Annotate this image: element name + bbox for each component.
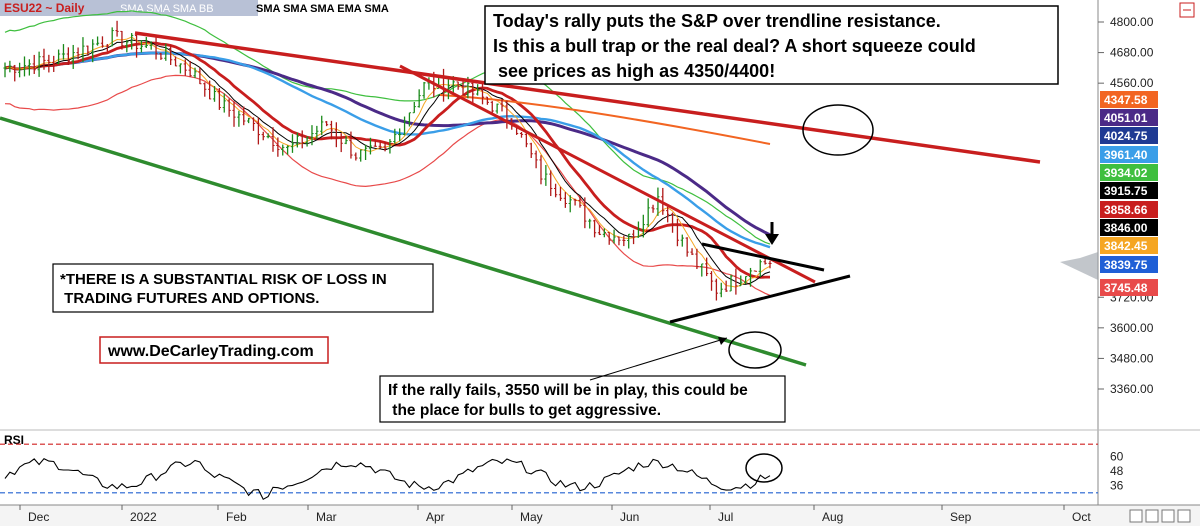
price-badge [1100,201,1158,218]
down-arrow-head [765,234,779,245]
bollinger-lower [4,74,771,296]
x-tick-label: Jun [620,510,639,524]
x-tick-label: 2022 [130,510,157,524]
trendlines [0,31,1041,367]
y-tick-label: 3360.00 [1110,382,1154,396]
price-badge [1100,146,1158,163]
x-tick-label: Oct [1072,510,1091,524]
price-badge-label: 3745.48 [1104,281,1148,295]
price-badge-label: 3915.75 [1104,184,1148,198]
top-annotation-line2: Is this a bull trap or the real deal? A … [493,36,976,56]
rsi-tick-label: 60 [1110,449,1124,463]
moving-averages [4,36,771,288]
settings-icon[interactable] [1177,509,1191,523]
header-strip [0,0,258,16]
symbol-label: ESU22 ~ Daily [4,1,85,15]
rsi-line [4,458,771,501]
price-badge [1100,127,1158,144]
bollinger-upper [4,10,771,245]
risk-annotation-line1: *THERE IS A SUBSTANTIAL RISK OF LOSS IN [60,271,387,288]
price-badge [1100,91,1158,108]
top-annotation-line1: Today's rally puts the S&P over trendlin… [493,11,941,31]
sma-yellow [4,36,771,288]
risk-annotation-box [52,263,434,313]
website-annotation: www.DeCarleyTrading.com [99,336,329,364]
y-tick-label: 4680.00 [1110,46,1154,60]
support-arrow-head [718,337,727,345]
triangle-upper [701,242,825,272]
y-tick-label: 4800.00 [1110,15,1154,29]
support-arrow [589,337,728,381]
zoom-in-icon[interactable] [1145,509,1159,523]
x-tick-label: Mar [316,510,337,524]
upper-trendline [134,31,1041,164]
indicator-label-b: SMA SMA SMA EMA SMA [256,3,389,15]
price-badge-label: 3858.66 [1104,203,1148,217]
rsi-tick-label: 36 [1110,479,1124,493]
x-tick-label: Sep [950,510,972,524]
target-circle [802,104,874,156]
top-annotation-line3: see prices as high as 4350/4400! [493,61,775,81]
y-tick-label: 4560.00 [1110,76,1154,90]
x-tick-label: Dec [28,510,49,524]
sma-blue [4,51,771,249]
price-badge-label: 4024.75 [1104,129,1148,143]
x-tick-label: May [520,510,543,524]
x-ticks: Dec 2022 Feb Mar Apr May Jun Jul Aug Sep Oct [19,505,1091,524]
price-badge-label: 4051.01 [1104,111,1148,125]
price-badge [1100,182,1158,199]
x-tick-label: Apr [426,510,445,524]
price-badges: 4347.58 4051.01 4024.75 3961.40 3934.02 3915.… [1100,91,1158,296]
price-badge [1100,109,1158,126]
price-badge [1100,279,1158,296]
rsi-label: RSI [4,433,24,447]
y-tick-label: 3480.00 [1110,351,1154,365]
website-text: www.DeCarleyTrading.com [107,343,314,360]
rsi-tick-label: 48 [1110,464,1124,478]
top-annotation: Today's rally puts the S&P over trendlin… [484,5,1059,85]
price-badge-label: 3961.40 [1104,148,1148,162]
price-badge [1100,164,1158,181]
x-tick-label: Aug [822,510,843,524]
price-badge-label: 3842.45 [1104,239,1148,253]
zoom-out-icon[interactable] [1129,509,1143,523]
steep-trendline [399,64,816,284]
ema-red [4,41,770,279]
bottom-annotation: If the rally fails, 3550 will be in play… [379,375,786,423]
risk-annotation-line2: TRADING FUTURES AND OPTIONS. [60,290,319,307]
bollinger-bands [4,10,771,296]
risk-annotation: *THERE IS A SUBSTANTIAL RISK OF LOSS IN … [52,263,434,313]
price-badge [1100,219,1158,236]
price-badge-label: 3839.75 [1104,258,1148,272]
volume-profile [1060,252,1098,280]
candles [3,20,772,301]
bottom-annotation-line1: If the rally fails, 3550 will be in play… [388,382,748,399]
price-badge [1100,237,1158,254]
x-tick-label: Feb [226,510,247,524]
top-annotation-box [484,5,1059,85]
price-badge [1100,256,1158,273]
support-circle [728,331,782,369]
price-badge-label: 4347.58 [1104,93,1148,107]
triangle-lower [669,274,851,324]
y-tick-label: 3600.00 [1110,321,1154,335]
x-axis-strip [0,505,1200,526]
x-tick-label: Jul [718,510,733,524]
price-badge-label: 3846.00 [1104,221,1148,235]
price-badge-label: 3934.02 [1104,166,1148,180]
lower-trendline [0,116,807,367]
sma-black [4,39,771,285]
bottom-annotation-line2: the place for bulls to get aggressive. [388,402,661,419]
bottom-annotation-box [379,375,786,423]
rsi-circle [745,453,783,483]
website-box [99,336,329,364]
reset-icon[interactable] [1161,509,1175,523]
indicator-label-a: SMA SMA SMA BB [120,3,214,15]
